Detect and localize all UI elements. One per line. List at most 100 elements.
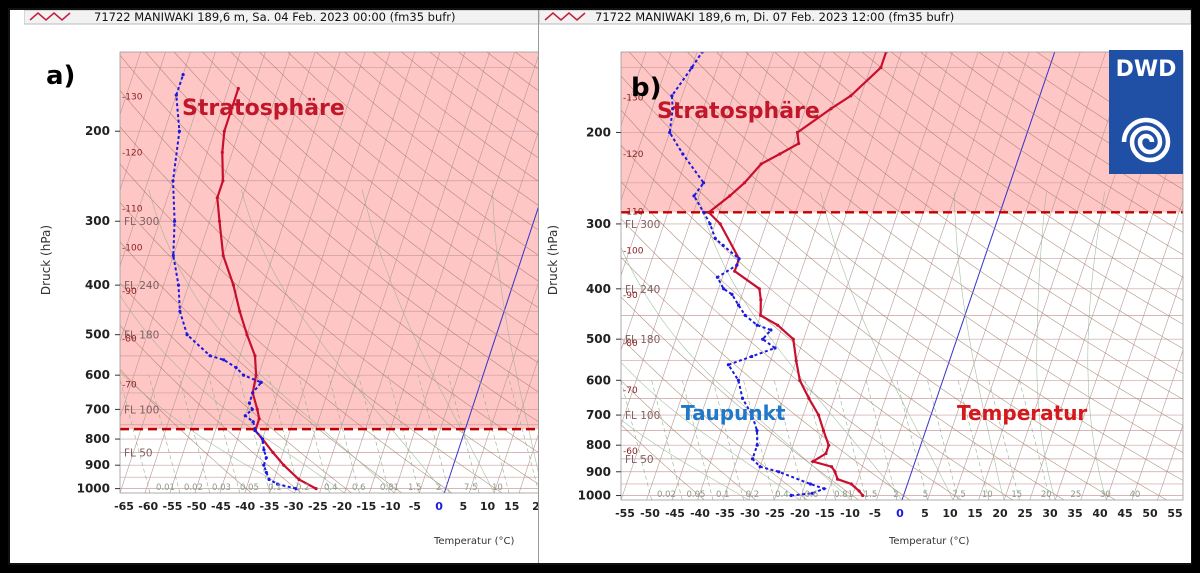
temperature-tick-label: 2	[532, 500, 540, 513]
dry-adiabat-line	[658, 52, 1183, 454]
pressure-tick-label: 800	[85, 432, 110, 446]
header-background	[24, 10, 552, 25]
dewpoint-point	[808, 482, 812, 486]
mixing-ratio-line	[328, 375, 360, 493]
temperature-point	[297, 477, 301, 482]
dewpoint-point	[276, 482, 280, 486]
temperature-tick-label: -65	[114, 500, 134, 513]
zero-isotherm	[443, 188, 544, 493]
mixing-ratio-line	[447, 375, 480, 493]
flight-level-label: FL 50	[124, 448, 153, 460]
dewpoint-point	[670, 94, 674, 98]
temperature-tick-label: -30	[740, 507, 760, 520]
isotherm-line	[1080, 199, 1183, 500]
moist-adiabat-line	[621, 419, 749, 500]
temperature-tick-label: -10	[840, 507, 860, 520]
mixing-ratio-label: 0.1	[268, 483, 282, 493]
dewpoint-point	[692, 194, 696, 198]
mixing-ratio-label: 0.4	[324, 483, 338, 493]
skewt-chart-b: 71722 MANIWAKI 189,6 m, Di. 07 Feb. 2023…	[539, 10, 1191, 547]
temperature-point	[282, 463, 286, 467]
dewpoint-point	[773, 346, 777, 350]
dewpoint-point	[810, 491, 814, 495]
isotherm-line	[319, 52, 466, 493]
temperature-point	[759, 313, 763, 317]
temperature-point	[231, 283, 235, 287]
flight-level-label: FL 180	[124, 330, 159, 342]
temperature-tick-label: -30	[284, 500, 304, 513]
temperature-point	[238, 309, 242, 313]
flight-level-label: FL 50	[625, 454, 654, 466]
isotherm-line	[120, 52, 241, 419]
plot-area	[621, 52, 1183, 500]
plot-frame	[620, 51, 1184, 501]
isotherm-line	[120, 52, 216, 343]
dry-adiabat-line	[120, 90, 544, 457]
dewpoint-point	[668, 130, 672, 135]
temperature-point	[776, 323, 780, 327]
dewpoint-point	[735, 263, 739, 267]
temperature-tick-label: -55	[163, 500, 183, 513]
pressure-tick-label: 200	[586, 125, 611, 139]
pressure-tick-label: 400	[586, 282, 611, 296]
dewpoint-point	[755, 443, 759, 447]
dewpoint-point	[726, 363, 730, 367]
isotherm-line	[621, 52, 723, 352]
skewt-chart-a: 71722 MANIWAKI 189,6 m, Sa. 04 Feb. 2023…	[24, 10, 552, 547]
dewpoint-point	[251, 420, 255, 424]
dry-adiabat-line	[287, 52, 544, 260]
temperature-point	[255, 407, 259, 411]
temperature-tick-label: 20	[992, 507, 1008, 520]
panel-label: a)	[46, 61, 75, 91]
mixing-ratio-label: 20	[1041, 490, 1052, 500]
isotherm-line	[646, 52, 800, 500]
temperature-point	[757, 287, 761, 291]
temperature-tick-label: 10	[480, 500, 496, 513]
isotherm-line	[394, 52, 540, 493]
mixing-ratio-line	[120, 378, 151, 493]
dry-adiabat-line	[687, 52, 1183, 426]
mixing-ratio-label: 0.02	[657, 490, 676, 500]
dry-adiabat-line	[774, 52, 1183, 349]
dewpoint-point	[264, 456, 268, 460]
dry-adiabat-line	[120, 201, 453, 493]
mixing-ratio-label: 5	[923, 490, 928, 500]
isotherm-line	[748, 52, 902, 500]
temperature-point	[254, 373, 258, 377]
dry-adiabat-line	[259, 52, 544, 286]
mixing-ratio-label: 2	[893, 490, 898, 500]
dewpoint-point	[267, 477, 271, 482]
mixing-ratio-line	[238, 375, 270, 493]
temperature-tick-label: -55	[615, 507, 635, 520]
temperature-point	[733, 269, 737, 273]
moist-adiabat-line	[120, 294, 345, 493]
mixing-ratio-label: 0.05	[240, 483, 259, 493]
dewpoint-point	[181, 73, 185, 77]
mixing-ratio-label: 0.81	[380, 483, 399, 493]
isotherm-line	[927, 52, 1081, 500]
x-axis-label: Temperatur (°C)	[433, 536, 514, 547]
moist-adiabat-line	[953, 191, 1005, 500]
isotherm-line	[24, 52, 91, 493]
dewpoint-point	[177, 129, 181, 133]
dewpoint-point	[681, 152, 685, 156]
temperature-profile-line	[216, 88, 317, 490]
dewpoint-point	[253, 429, 257, 433]
dry-adiabat-line	[173, 52, 544, 368]
isotherm-line	[219, 52, 366, 493]
mixing-ratio-label: 1.5	[864, 490, 878, 500]
dry-adiabat-line	[202, 52, 544, 340]
isotherm-line	[825, 52, 979, 500]
mixing-ratio-label: 1.5	[408, 483, 422, 493]
temperature-tick-label: -50	[640, 507, 660, 520]
mixing-ratio-line	[298, 375, 330, 493]
isotherm-line	[621, 52, 698, 277]
dewpoint-point	[743, 313, 747, 317]
temperature-tick-label: 5	[459, 500, 467, 513]
dry-adiabat-line	[891, 52, 1183, 255]
temperature-tick-label: 15	[504, 500, 519, 513]
temperature-point	[221, 179, 225, 183]
theta-label: -130	[122, 93, 143, 103]
temperature-tick-label: 15	[967, 507, 982, 520]
temperature-point	[857, 489, 861, 493]
